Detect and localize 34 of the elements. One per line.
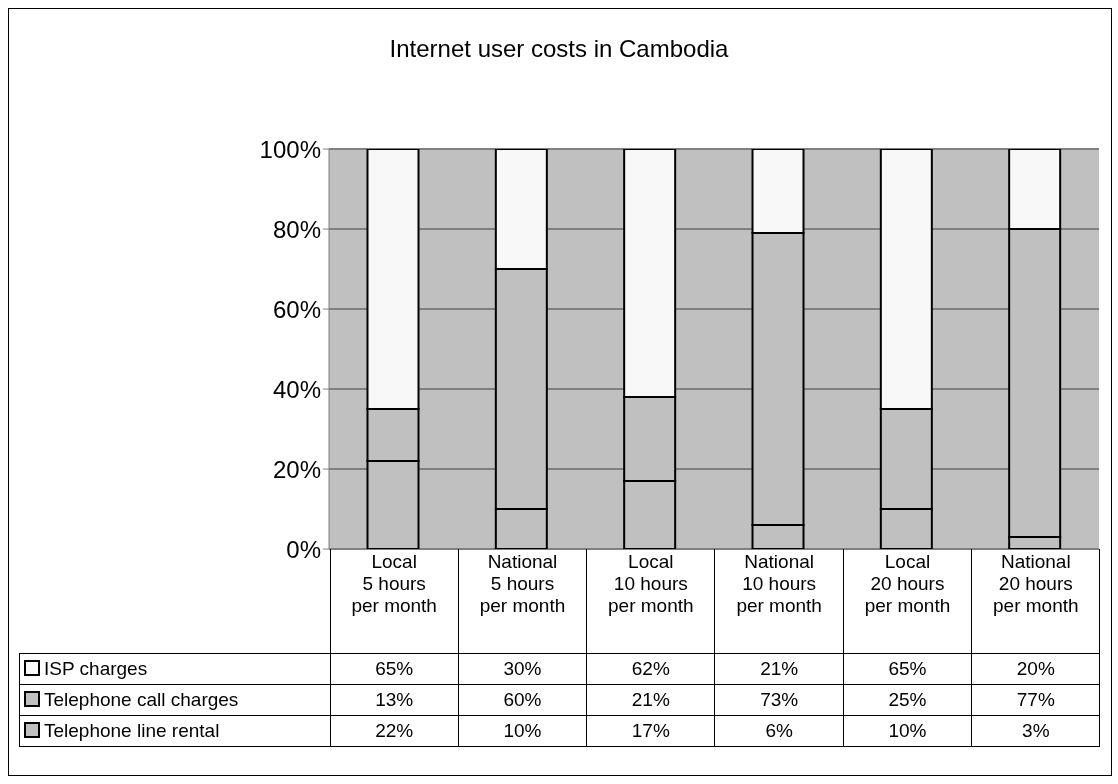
y-tick-label: 20% — [272, 455, 321, 483]
y-tick-label: 100% — [259, 135, 321, 163]
chart-title: Internet user costs in Cambodia — [388, 35, 730, 63]
x-tick-label: National 5 hours per month — [458, 549, 587, 653]
data-label: 22% — [330, 715, 459, 746]
y-tick-label: 0% — [286, 535, 321, 563]
data-label: 3% — [971, 715, 1100, 746]
y-tick-label: 80% — [272, 215, 321, 243]
data-label: 60% — [458, 684, 587, 715]
data-label: 17% — [586, 715, 715, 746]
data-label: 21% — [586, 684, 715, 715]
x-tick-label: Local 10 hours per month — [586, 549, 715, 653]
y-tick-label: 40% — [272, 375, 321, 403]
data-label: 10% — [458, 715, 587, 746]
data-label: 62% — [586, 653, 715, 684]
y-tick-label: 60% — [272, 295, 321, 323]
data-label: 20% — [971, 653, 1100, 684]
x-tick-label: Local 20 hours per month — [843, 549, 972, 653]
data-label: 30% — [458, 653, 587, 684]
data-label: 73% — [714, 684, 844, 715]
legend-label: Telephone call charges — [19, 684, 330, 715]
data-label: 6% — [714, 715, 844, 746]
x-tick-label: Local 5 hours per month — [330, 549, 459, 653]
data-label: 65% — [843, 653, 972, 684]
legend-label: Telephone line rental — [19, 715, 330, 746]
x-tick-label: National 10 hours per month — [714, 549, 844, 653]
data-label: 13% — [330, 684, 459, 715]
data-label: 65% — [330, 653, 459, 684]
data-label: 77% — [971, 684, 1100, 715]
data-label: 21% — [714, 653, 844, 684]
x-tick-label: National 20 hours per month — [971, 549, 1100, 653]
data-label: 25% — [843, 684, 972, 715]
data-label: 10% — [843, 715, 972, 746]
legend-label: ISP charges — [19, 653, 330, 684]
